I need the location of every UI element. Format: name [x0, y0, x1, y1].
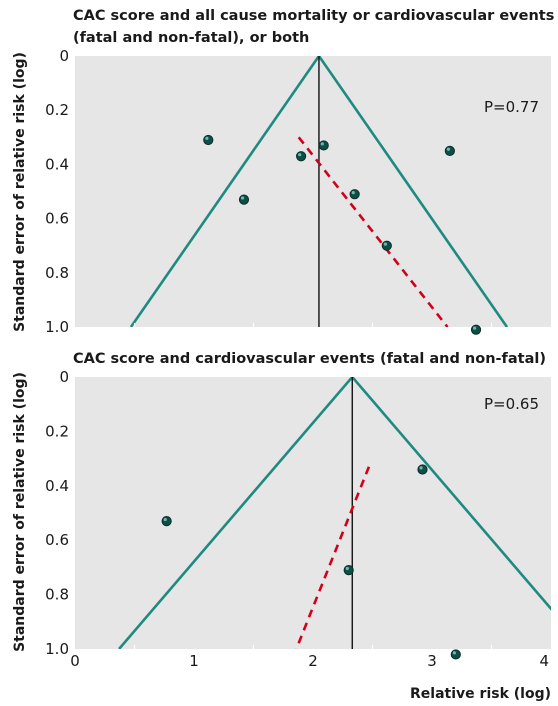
- chart-panel-2: CAC score and cardiovascular events (fat…: [12, 351, 551, 670]
- y-tick-label: 0: [59, 368, 69, 386]
- plot-area: [118, 377, 551, 649]
- y-tick-label: 0.4: [45, 477, 69, 495]
- chart-title-line: CAC score and all cause mortality or car…: [73, 8, 554, 24]
- data-point-highlight: [240, 196, 245, 200]
- data-point: [470, 324, 482, 335]
- data-point-highlight: [419, 466, 423, 470]
- data-point-highlight: [320, 142, 324, 146]
- regression-line: [295, 466, 371, 649]
- data-point-highlight: [446, 147, 451, 151]
- plot-background: [75, 377, 551, 649]
- data-point: [381, 240, 392, 251]
- y-tick-label: 0.6: [45, 531, 69, 549]
- data-point-highlight: [163, 517, 167, 522]
- x-tick-label: 1: [189, 652, 199, 670]
- y-tick-label: 0: [59, 47, 69, 65]
- data-point-highlight: [205, 136, 209, 141]
- data-point-highlight: [345, 566, 349, 571]
- data-point: [444, 145, 455, 156]
- data-point: [450, 649, 461, 660]
- y-axis-label: Standard error of relative risk (log): [12, 372, 28, 652]
- data-point: [161, 516, 172, 527]
- data-point: [417, 464, 428, 475]
- data-point-highlight: [383, 242, 387, 246]
- regression-line: [297, 136, 449, 327]
- y-tick-label: 0.2: [45, 422, 69, 440]
- y-tick-label: 0.4: [45, 155, 69, 173]
- funnel-lines: [129, 56, 509, 327]
- x-axis-label: Relative risk (log): [410, 686, 551, 702]
- data-point: [238, 194, 250, 205]
- funnel-lines: [118, 377, 551, 649]
- chart-panel-1: CAC score and all cause mortality or car…: [12, 8, 554, 336]
- data-point-highlight: [452, 651, 456, 655]
- plot-background: [75, 56, 551, 327]
- y-tick-label: 0.8: [45, 586, 69, 604]
- plot-area: [129, 56, 509, 327]
- x-tick-label: 0: [70, 652, 80, 670]
- data-point: [318, 140, 329, 151]
- data-point: [203, 134, 214, 146]
- y-tick-label: 0.8: [45, 264, 69, 282]
- y-tick-label: 0.6: [45, 210, 69, 228]
- data-point-highlight: [473, 326, 477, 330]
- data-point: [349, 189, 360, 200]
- chart-title-line: CAC score and cardiovascular events (fat…: [73, 351, 546, 367]
- data-point: [343, 565, 354, 576]
- y-axis-label: Standard error of relative risk (log): [12, 52, 28, 332]
- x-tick-label: 4: [539, 652, 549, 670]
- y-tick-label: 0.2: [45, 101, 69, 119]
- chart-title-line: (fatal and non-fatal), or both: [73, 30, 309, 46]
- p-value-annotation: P=0.77: [484, 98, 539, 116]
- data-point-highlight: [351, 191, 355, 195]
- x-tick-label: 3: [427, 652, 437, 670]
- y-tick-label: 1.0: [45, 640, 69, 658]
- data-point-highlight: [298, 153, 302, 157]
- y-tick-label: 1.0: [45, 318, 69, 336]
- x-tick-label: 2: [308, 652, 318, 670]
- p-value-annotation: P=0.65: [484, 395, 539, 413]
- data-point: [296, 151, 307, 162]
